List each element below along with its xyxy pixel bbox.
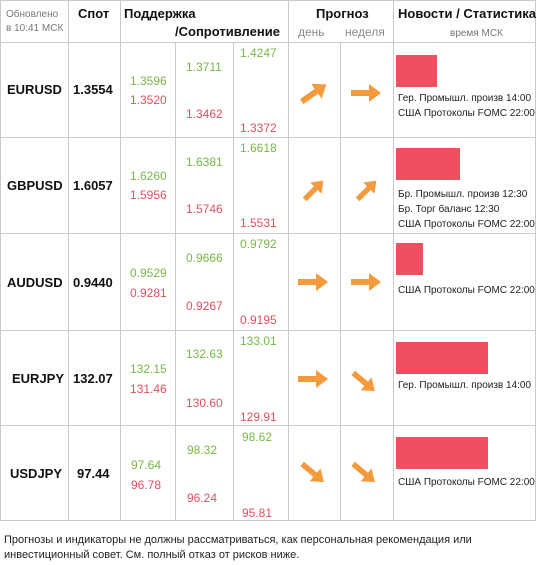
disclaimer-text: Прогнозы и индикаторы не должны рассматр… [4, 534, 472, 561]
support-1: 1.6260 [130, 169, 167, 183]
level-mid-2: 96.24 [187, 491, 218, 505]
level-mid-1: 0.9666 [186, 251, 223, 265]
support-1: 97.64 [131, 458, 162, 472]
resistance-2: 0.9195 [240, 313, 277, 327]
week-header: неделя [345, 25, 385, 39]
news-impact-bar [396, 148, 460, 180]
level-mid-1: 1.3711 [186, 60, 222, 74]
resistance-1: 1.4247 [240, 46, 277, 60]
pair-label: USDJPY [10, 466, 63, 481]
resistance-2: 1.5531 [240, 216, 277, 230]
level-mid-2: 1.3462 [186, 107, 223, 121]
day-arrow-right-icon [298, 273, 328, 291]
level-mid-2: 130.60 [186, 396, 223, 410]
resistance-1: 1.6618 [240, 141, 277, 155]
news-item: Бр. Торг баланс 12:30 [398, 204, 500, 215]
spot-value: 132.07 [73, 371, 113, 386]
level-mid-1: 1.6381 [186, 155, 223, 169]
day-header: день [298, 25, 325, 39]
updated-label: Обновлено [6, 9, 59, 20]
support-header: Поддержка [124, 6, 196, 21]
spot-value: 1.6057 [73, 178, 113, 193]
support-1: 1.3596 [130, 74, 167, 88]
week-arrow-down-icon [351, 461, 375, 483]
level-mid-1: 132.63 [186, 347, 223, 361]
level-mid-1: 98.32 [187, 443, 218, 457]
pair-label: AUDUSD [7, 275, 63, 290]
resistance-2: 1.3372 [240, 121, 277, 135]
news-header: Новости / Статистика [398, 6, 537, 21]
updated-time: в 10:41 МСК [6, 23, 64, 34]
news-item: Гер. Промышл. произв 14:00 [398, 93, 532, 104]
news-impact-bar [396, 437, 488, 469]
support-2: 0.9281 [130, 286, 167, 300]
day-arrow-up-icon [302, 180, 324, 202]
day-arrow-down-icon [300, 461, 324, 483]
support-2: 96.78 [131, 478, 162, 492]
week-arrow-down-icon [351, 370, 375, 392]
forecast-header: Прогноз [316, 6, 369, 21]
resistance-2: 129.91 [240, 410, 277, 424]
spot-header: Спот [78, 6, 110, 21]
pair-label: GBPUSD [7, 178, 63, 193]
day-arrow-up-icon [299, 83, 327, 104]
level-mid-2: 0.9267 [186, 299, 223, 313]
support-2: 1.3520 [130, 93, 167, 107]
news-item: США Протоколы FOMC 22:00 [398, 108, 535, 119]
spot-value: 97.44 [77, 466, 110, 481]
news-item: США Протоколы FOMC 22:00 [398, 219, 535, 230]
day-arrow-right-icon [298, 370, 328, 388]
week-arrow-up-icon [355, 180, 377, 202]
news-item: Бр. Промышл. произв 12:30 [398, 189, 528, 200]
support-2: 1.5956 [130, 188, 167, 202]
resistance-1: 98.62 [242, 430, 273, 444]
news-impact-bar [396, 342, 488, 374]
msk-time-label: время МСК [450, 28, 503, 39]
news-impact-bar [396, 55, 437, 87]
resistance-2: 95.81 [242, 506, 273, 520]
pair-label: EURUSD [7, 82, 62, 97]
spot-value: 1.3554 [73, 82, 113, 97]
resistance-header: /Сопротивление [175, 24, 280, 39]
news-item: США Протоколы FOMC 22:00 [398, 477, 535, 488]
support-2: 131.46 [130, 382, 167, 396]
news-item: Гер. Промышл. произв 14:00 [398, 380, 532, 391]
resistance-1: 0.9792 [240, 237, 277, 251]
pair-label: EURJPY [12, 371, 65, 386]
news-impact-bar [396, 243, 423, 275]
week-arrow-right-icon [351, 84, 381, 102]
resistance-1: 133.01 [240, 334, 277, 348]
week-arrow-right-icon [351, 273, 381, 291]
spot-value: 0.9440 [73, 275, 113, 290]
support-1: 132.15 [130, 362, 167, 376]
support-1: 0.9529 [130, 266, 167, 280]
level-mid-2: 1.5746 [186, 202, 223, 216]
news-item: США Протоколы FOMC 22:00 [398, 285, 535, 296]
